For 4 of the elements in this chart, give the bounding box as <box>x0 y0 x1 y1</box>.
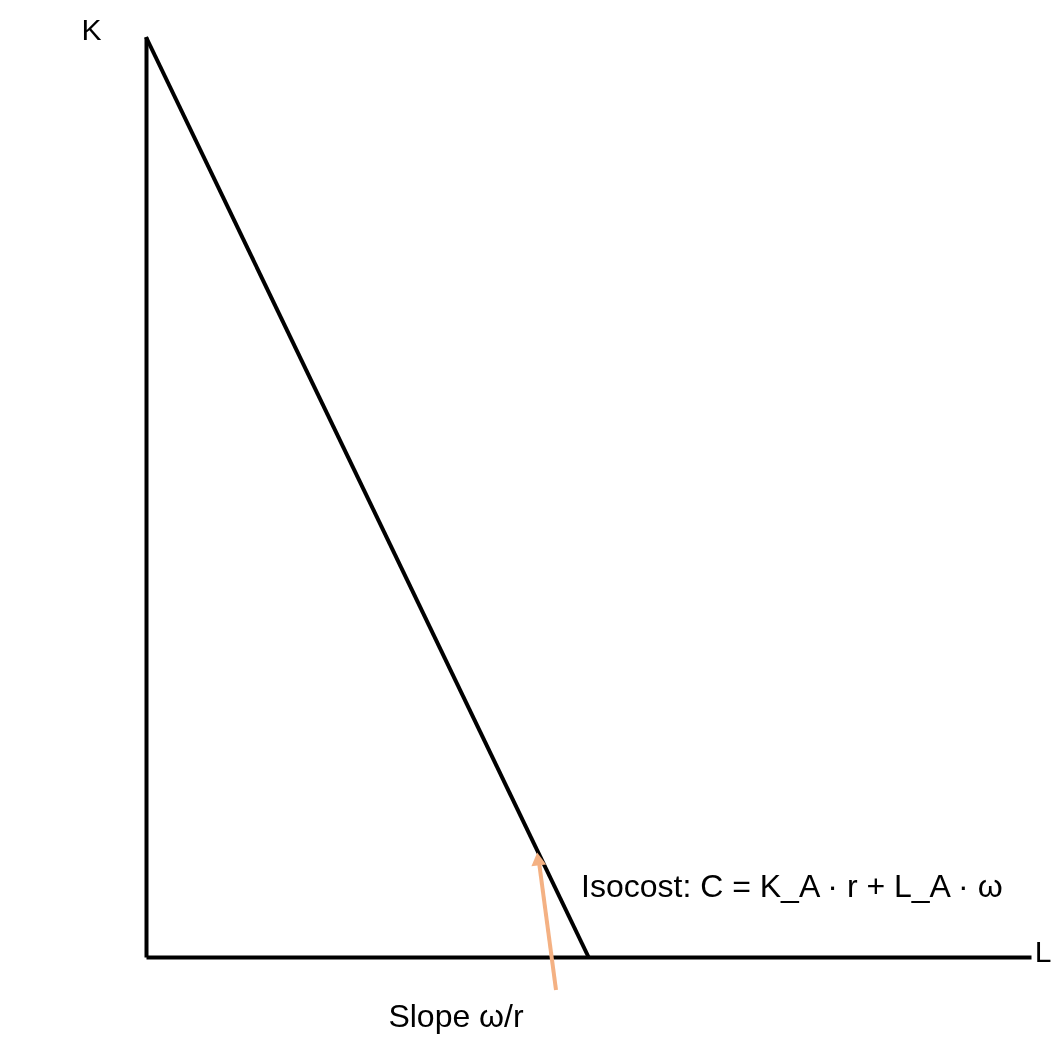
annotation: Isocost: C = K_A · r + L_A · ω <box>581 868 1003 904</box>
y-axis-title: K <box>81 12 102 46</box>
x-axis-title: L <box>1034 934 1052 968</box>
text: Slope ω/r <box>388 998 524 1034</box>
